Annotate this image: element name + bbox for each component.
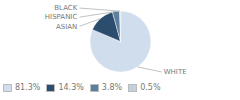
html-text:0.5%: 0.5% — [140, 83, 161, 92]
svg-text:HISPANIC: HISPANIC — [45, 13, 78, 21]
html-text:81.3%: 81.3% — [15, 83, 41, 92]
html-text:14.3%: 14.3% — [58, 83, 84, 92]
html-text:3.8%: 3.8% — [101, 83, 123, 92]
svg-text:WHITE: WHITE — [164, 68, 187, 76]
svg-text:BLACK: BLACK — [54, 4, 77, 12]
svg-text:ASIAN: ASIAN — [56, 23, 77, 31]
